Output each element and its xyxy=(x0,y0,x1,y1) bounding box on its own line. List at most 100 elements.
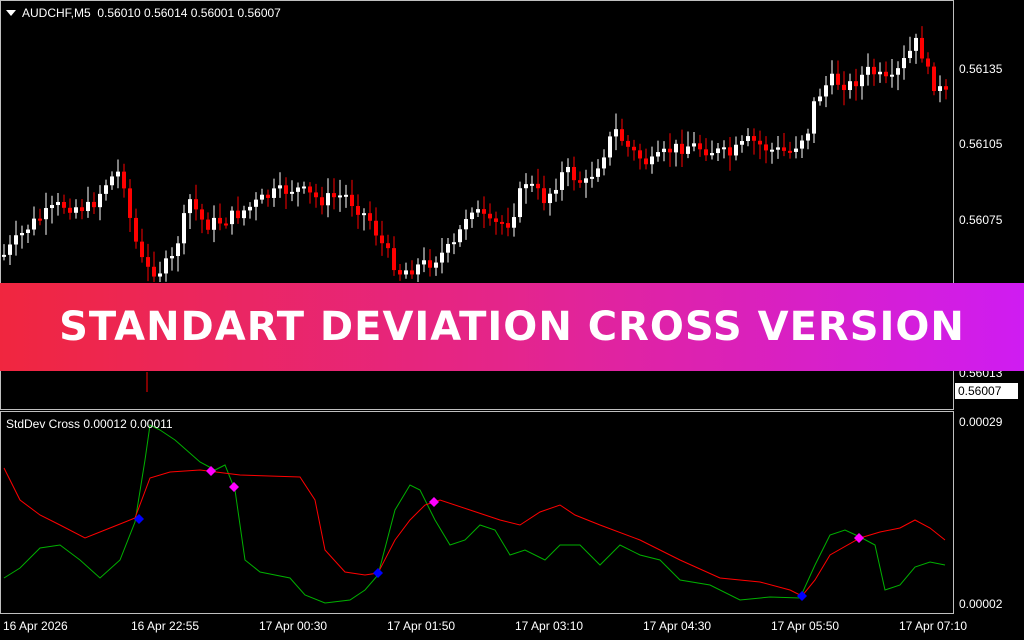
candle-body xyxy=(704,149,708,156)
cross-up-marker xyxy=(134,514,144,524)
candle-body xyxy=(902,58,906,69)
candle-body xyxy=(134,217,138,242)
candle-body xyxy=(938,86,942,91)
candle-body xyxy=(278,185,282,189)
candle-body xyxy=(404,270,408,275)
candle-body xyxy=(338,195,342,198)
candle-body xyxy=(380,235,384,244)
candle-body xyxy=(806,133,810,141)
candle-body xyxy=(692,143,696,147)
candle-body xyxy=(818,96,822,102)
candle-body xyxy=(422,260,426,265)
candle-body xyxy=(152,266,156,277)
cross-down-marker xyxy=(854,533,864,543)
candle-body xyxy=(242,210,246,219)
candle-body xyxy=(68,207,72,213)
candle-body xyxy=(260,194,264,200)
candle-body xyxy=(800,140,804,149)
candle-body xyxy=(494,218,498,222)
candle-body xyxy=(830,73,834,86)
candle-body xyxy=(740,141,744,145)
current-price-label: 0.56007 xyxy=(955,383,1018,399)
candle-body xyxy=(230,210,234,225)
candle-body xyxy=(530,183,534,186)
price-axis-label: 0.56135 xyxy=(959,62,1003,76)
candle-body xyxy=(332,193,336,198)
candle-body xyxy=(146,257,150,267)
dropdown-triangle-icon[interactable] xyxy=(6,10,16,16)
candle-body xyxy=(170,256,174,259)
candle-body xyxy=(908,50,912,59)
candle-body xyxy=(236,210,240,219)
fast-stddev-line xyxy=(3,467,946,597)
candle-body xyxy=(608,136,612,158)
candle-body xyxy=(158,273,162,277)
candle-body xyxy=(416,264,420,275)
candle-body xyxy=(188,199,192,214)
title-banner: STANDART DEVIATION CROSS VERSION xyxy=(0,283,1024,371)
candle-body xyxy=(824,85,828,97)
candle-body xyxy=(524,184,528,189)
candle-body xyxy=(350,194,354,207)
candle-body xyxy=(518,188,522,218)
candle-body xyxy=(578,180,582,183)
candle-body xyxy=(476,209,480,213)
candle-body xyxy=(44,208,48,220)
candle-body xyxy=(194,199,198,210)
candle-body xyxy=(866,66,870,75)
candle-body xyxy=(122,171,126,189)
indicator-axis-label: 0.00029 xyxy=(959,415,1003,429)
time-axis-label: 17 Apr 03:10 xyxy=(515,619,584,633)
candle-body xyxy=(20,232,24,236)
candle-body xyxy=(728,147,732,156)
candle-body xyxy=(770,149,774,152)
candle-body xyxy=(116,171,120,177)
candle-body xyxy=(392,248,396,271)
candle-body xyxy=(680,143,684,154)
candle-body xyxy=(212,217,216,230)
cross-up-marker xyxy=(797,591,807,601)
candle-body xyxy=(668,148,672,153)
candle-body xyxy=(428,260,432,268)
candle-body xyxy=(914,37,918,51)
candle-body xyxy=(164,258,168,274)
candle-body xyxy=(584,178,588,183)
candle-body xyxy=(38,218,42,221)
candle-body xyxy=(386,243,390,249)
candle-body xyxy=(362,213,366,216)
candle-body xyxy=(140,241,144,258)
price-chart-pane[interactable] xyxy=(0,0,954,410)
price-axis-label: 0.56105 xyxy=(959,137,1003,151)
candle-body xyxy=(788,150,792,153)
candle-body xyxy=(794,148,798,152)
candle-body xyxy=(566,166,570,173)
candle-body xyxy=(488,213,492,219)
candle-body xyxy=(320,197,324,206)
candle-body xyxy=(128,188,132,218)
candle-body xyxy=(932,66,936,91)
candle-body xyxy=(14,235,18,245)
candle-body xyxy=(632,146,636,151)
candle-body xyxy=(458,229,462,243)
candle-body xyxy=(590,176,594,179)
candle-body xyxy=(8,244,12,255)
candle-body xyxy=(86,201,90,212)
candle-body xyxy=(752,136,756,141)
chart-header: AUDCHF,M5 0.56010 0.56014 0.56001 0.5600… xyxy=(22,6,281,20)
time-axis-label: 16 Apr 22:55 xyxy=(131,619,200,633)
candle-body xyxy=(272,188,276,198)
indicator-pane[interactable] xyxy=(0,411,954,614)
candle-body xyxy=(200,209,204,220)
candle-body xyxy=(308,186,312,193)
candle-body xyxy=(284,185,288,194)
chart-ohlc: 0.56010 0.56014 0.56001 0.56007 xyxy=(97,6,281,20)
candle-body xyxy=(182,213,186,244)
candle-body xyxy=(722,147,726,150)
candle-body xyxy=(482,209,486,214)
candle-body xyxy=(842,84,846,91)
candle-body xyxy=(254,199,258,207)
candle-body xyxy=(410,270,414,275)
candle-body xyxy=(890,74,894,77)
cross-down-marker xyxy=(229,482,239,492)
